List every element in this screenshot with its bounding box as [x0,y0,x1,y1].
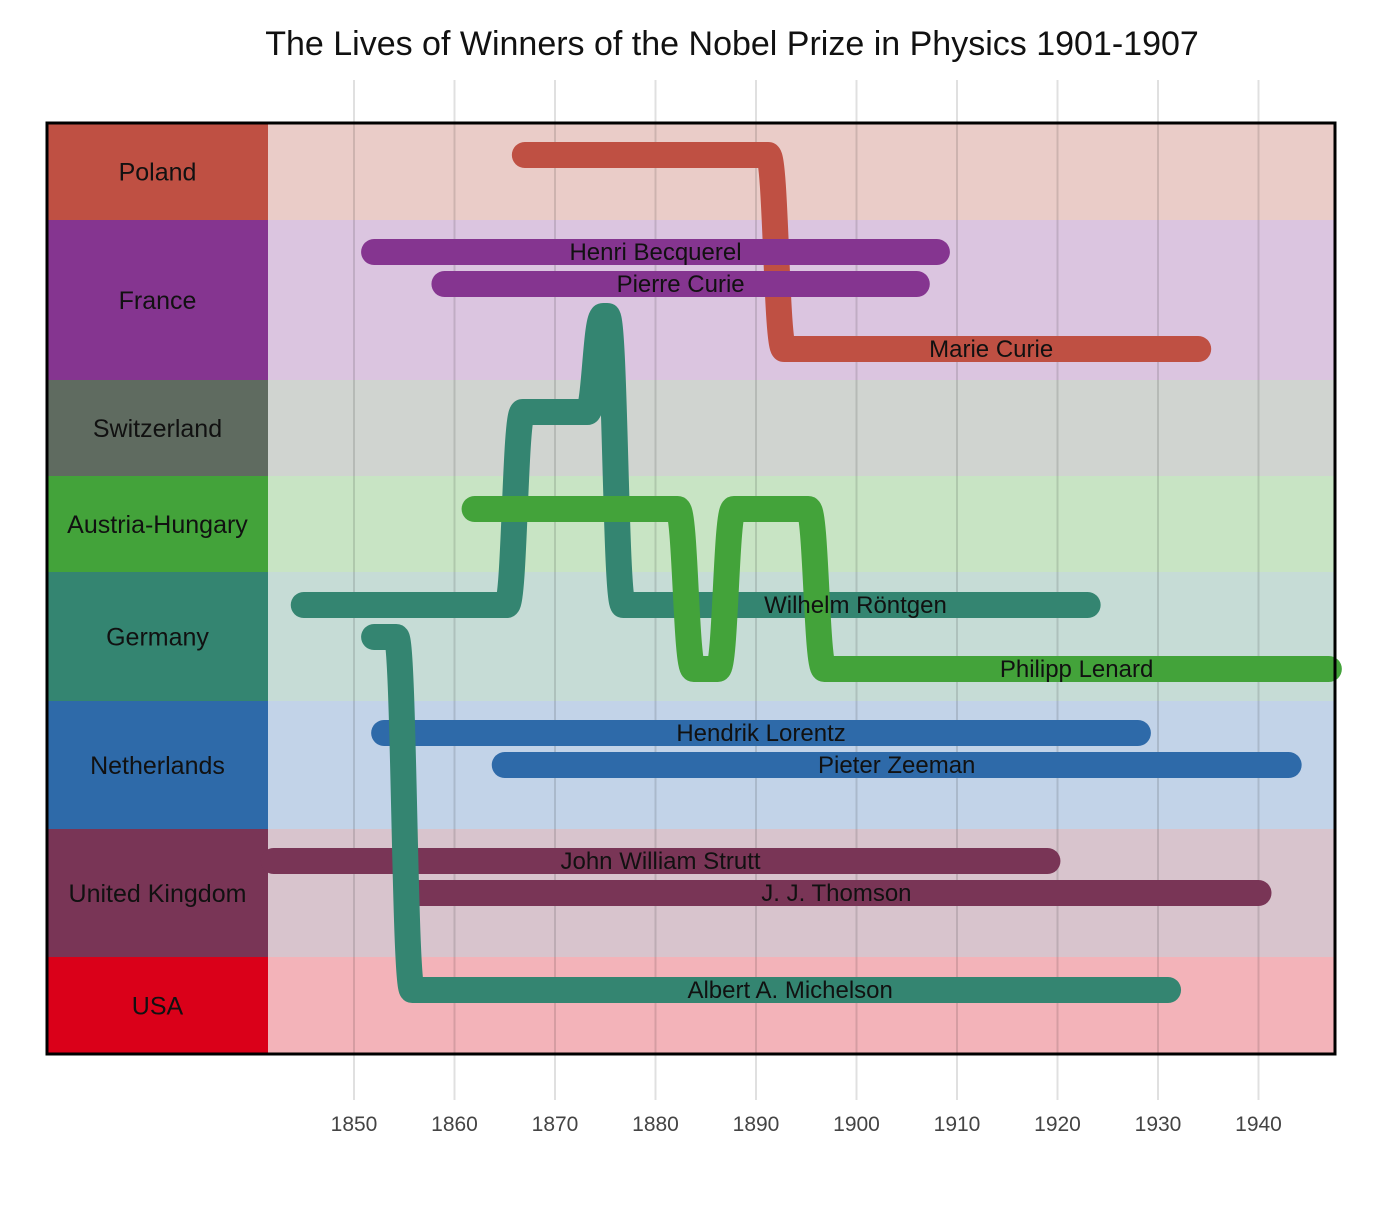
tick-label-1920: 1920 [1034,1113,1081,1136]
life-line-albert-a-michelson [361,624,1182,1003]
country-block-austria-hungary [47,476,268,572]
country-label-france: France [119,287,197,315]
person-label-hendrik-lorentz: Hendrik Lorentz [676,720,845,747]
tick-label-1850: 1850 [331,1113,378,1136]
country-label-netherlands: Netherlands [90,752,225,780]
tick-label-1940: 1940 [1235,1113,1282,1136]
person-label-albert-a-michelson: Albert A. Michelson [687,977,892,1004]
country-label-united-kingdom: United Kingdom [69,880,247,908]
tick-label-1900: 1900 [833,1113,880,1136]
band-poland [268,123,1335,220]
person-label-marie-curie: Marie Curie [929,336,1053,363]
country-block-switzerland [47,380,268,476]
tick-label-1860: 1860 [431,1113,478,1136]
person-label-pierre-curie: Pierre Curie [617,271,745,298]
tick-label-1890: 1890 [733,1113,780,1136]
tick-label-1910: 1910 [934,1113,981,1136]
person-label-j-j-thomson: J. J. Thomson [761,880,911,907]
country-label-poland: Poland [119,159,197,187]
country-bands [47,123,1335,1054]
person-label-pieter-zeeman: Pieter Zeeman [818,752,975,779]
country-label-germany: Germany [106,624,209,652]
country-block-germany [47,572,268,701]
chart-title: The Lives of Winners of the Nobel Prize … [265,25,1199,63]
person-label-philipp-lenard: Philipp Lenard [1000,656,1153,683]
band-switzerland [268,380,1335,476]
country-block-poland [47,123,268,220]
x-axis-ticks: 1850 1860 1870 1880 1890 1900 1910 1920 1930 1940 [331,1113,1282,1136]
country-labels: Poland France Switzerland Austria-Hungary Ge… [67,159,248,1021]
country-block-france [47,220,268,380]
life-lines [260,142,1342,1003]
life-line-philipp-lenard [461,496,1342,682]
person-labels: Marie Curie Henri Becquerel Pierre Curie Wi… [560,239,1153,1004]
tick-label-1880: 1880 [632,1113,679,1136]
plot-frame [45,121,1337,1056]
country-label-switzerland: Switzerland [93,415,222,443]
country-label-usa: USA [132,993,184,1021]
band-usa [268,957,1335,1054]
tick-label-1870: 1870 [532,1113,579,1136]
person-label-wilhelm-r-ntgen: Wilhelm Röntgen [764,592,947,619]
country-label-austria-hungary: Austria-Hungary [67,511,248,539]
country-block-usa [47,957,268,1054]
person-label-john-william-strutt: John William Strutt [560,848,760,875]
person-label-henri-becquerel: Henri Becquerel [569,239,741,266]
country-block-netherlands [47,701,268,829]
tick-label-1930: 1930 [1135,1113,1182,1136]
country-block-united-kingdom [47,829,268,957]
